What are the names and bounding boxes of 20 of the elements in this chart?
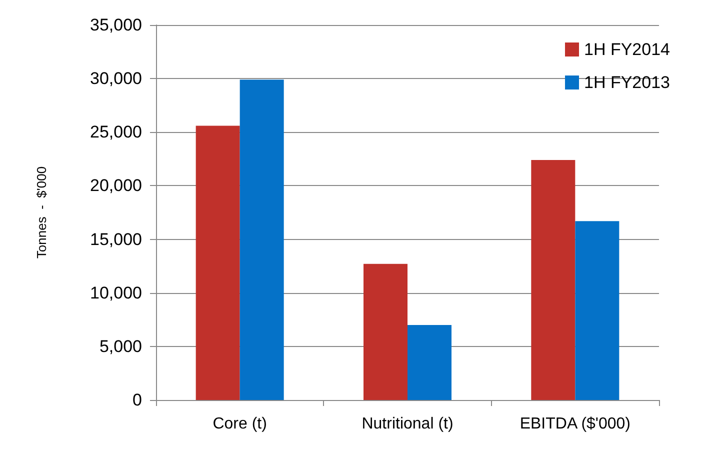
- y-axis-title: Tonnes - $'000: [34, 166, 49, 259]
- bar: [531, 160, 576, 400]
- legend-label: 1H FY2014: [584, 40, 670, 59]
- y-tick-label: 10,000: [90, 283, 142, 302]
- y-tick-label: 35,000: [90, 16, 142, 34]
- y-tick-label: 5,000: [99, 336, 142, 356]
- y-tick-label: 20,000: [90, 176, 142, 196]
- y-tick-label: 15,000: [90, 230, 142, 249]
- x-tick-label: EBITDA ($'000): [520, 416, 630, 432]
- bar: [240, 80, 284, 400]
- y-tick-label: 25,000: [90, 122, 142, 142]
- x-tick-label: Core (t): [212, 416, 267, 432]
- bar: [408, 325, 452, 400]
- bar: [575, 221, 620, 400]
- legend-label: 1H FY2013: [584, 73, 670, 92]
- y-tick-label: 0: [132, 390, 142, 410]
- bar: [196, 126, 240, 400]
- x-tick-label: Nutritional (t): [362, 416, 454, 432]
- bar: [364, 264, 408, 400]
- y-tick-label: 30,000: [90, 69, 142, 88]
